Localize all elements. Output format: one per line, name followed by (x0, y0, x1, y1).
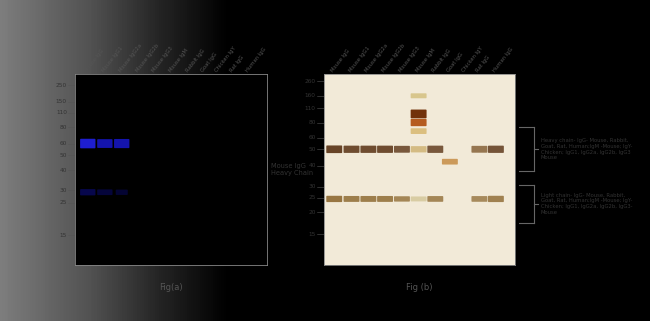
Text: Mouse IgG
Heavy Chain: Mouse IgG Heavy Chain (271, 163, 313, 176)
Text: 110: 110 (56, 110, 67, 116)
FancyBboxPatch shape (427, 146, 443, 153)
Text: Rat IgG: Rat IgG (475, 55, 491, 73)
Text: Mouse IgG1: Mouse IgG1 (101, 46, 124, 73)
FancyBboxPatch shape (394, 146, 410, 153)
FancyBboxPatch shape (471, 146, 488, 153)
Text: Heavy chain- IgG- Mouse, Rabbit,
Goat, Rat, Human;IgM -Mouse; IgY-
Chicken; IgG1: Heavy chain- IgG- Mouse, Rabbit, Goat, R… (541, 138, 632, 160)
Text: Mouse IgG2b: Mouse IgG2b (135, 43, 160, 73)
FancyBboxPatch shape (471, 196, 488, 202)
Text: 80: 80 (59, 125, 67, 130)
FancyBboxPatch shape (488, 146, 504, 153)
Text: 110: 110 (305, 106, 316, 111)
Text: 50: 50 (308, 147, 316, 152)
Text: Mouse IgM: Mouse IgM (415, 48, 436, 73)
FancyBboxPatch shape (427, 196, 443, 202)
FancyBboxPatch shape (377, 196, 393, 202)
Text: 60: 60 (309, 135, 316, 140)
FancyBboxPatch shape (98, 189, 112, 195)
FancyBboxPatch shape (360, 196, 376, 202)
FancyBboxPatch shape (344, 196, 359, 202)
Text: 150: 150 (56, 99, 67, 104)
Text: Fig (b): Fig (b) (406, 283, 433, 292)
FancyBboxPatch shape (411, 146, 426, 152)
Text: Mouse IgM: Mouse IgM (168, 48, 189, 73)
Text: 20: 20 (308, 210, 316, 215)
Text: 15: 15 (309, 232, 316, 237)
FancyBboxPatch shape (360, 146, 376, 153)
Text: Light chain- IgG- Mouse, Rabbit,
Goat, Rat, Human;IgM -Mouse; IgY-
Chicken; IgG1: Light chain- IgG- Mouse, Rabbit, Goat, R… (541, 193, 632, 215)
Text: 30: 30 (59, 188, 67, 193)
FancyBboxPatch shape (80, 189, 96, 195)
FancyBboxPatch shape (116, 190, 128, 195)
Text: Mouse IgG1: Mouse IgG1 (348, 46, 370, 73)
Text: Goat IgG: Goat IgG (446, 52, 464, 73)
Text: 160: 160 (305, 93, 316, 98)
Text: Chicken IgY: Chicken IgY (214, 46, 237, 73)
Text: 60: 60 (60, 141, 67, 146)
FancyBboxPatch shape (442, 159, 458, 165)
Text: 15: 15 (60, 233, 67, 238)
Text: Rabbit IgG: Rabbit IgG (185, 48, 206, 73)
Text: 25: 25 (59, 200, 67, 205)
Text: 250: 250 (56, 83, 67, 88)
Text: Human IgG: Human IgG (492, 47, 514, 73)
FancyBboxPatch shape (411, 93, 426, 98)
Text: 30: 30 (308, 184, 316, 189)
Text: Mouse IgG: Mouse IgG (84, 48, 105, 73)
FancyBboxPatch shape (326, 196, 342, 202)
Text: 80: 80 (308, 120, 316, 125)
FancyBboxPatch shape (377, 146, 393, 153)
Text: 25: 25 (308, 195, 316, 201)
FancyBboxPatch shape (326, 145, 342, 153)
Text: Fig(a): Fig(a) (159, 283, 183, 292)
FancyBboxPatch shape (488, 196, 504, 202)
Text: 50: 50 (59, 152, 67, 158)
FancyBboxPatch shape (411, 196, 426, 201)
Text: Mouse IgG3: Mouse IgG3 (151, 46, 174, 73)
Text: Rat IgG: Rat IgG (229, 55, 245, 73)
Text: Human IgG: Human IgG (245, 47, 268, 73)
FancyBboxPatch shape (114, 139, 129, 148)
FancyBboxPatch shape (411, 119, 426, 126)
Text: Chicken IgY: Chicken IgY (461, 46, 484, 73)
Text: Rabbit IgG: Rabbit IgG (432, 48, 452, 73)
FancyBboxPatch shape (98, 139, 112, 148)
FancyBboxPatch shape (80, 139, 96, 148)
Text: Goat IgG: Goat IgG (200, 52, 218, 73)
FancyBboxPatch shape (411, 128, 426, 134)
Text: Mouse IgG: Mouse IgG (330, 48, 351, 73)
Text: 40: 40 (308, 163, 316, 168)
FancyBboxPatch shape (344, 146, 359, 153)
Text: Mouse IgG2a: Mouse IgG2a (365, 43, 389, 73)
Text: Mouse IgG2a: Mouse IgG2a (118, 43, 143, 73)
Text: Mouse IgG2b: Mouse IgG2b (381, 43, 406, 73)
Text: 260: 260 (305, 79, 316, 84)
Text: 40: 40 (59, 168, 67, 173)
FancyBboxPatch shape (411, 109, 426, 118)
FancyBboxPatch shape (394, 196, 410, 202)
Text: Mouse IgG3: Mouse IgG3 (398, 46, 421, 73)
